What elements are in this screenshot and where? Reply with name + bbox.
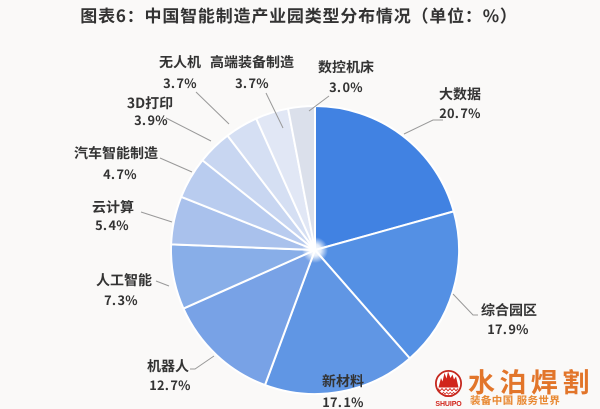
svg-text:装备中国 服务世界: 装备中国 服务世界 xyxy=(470,393,560,408)
svg-text:水泊焊割: 水泊焊割 xyxy=(468,361,594,400)
svg-text:SHUIPO: SHUIPO xyxy=(435,401,462,408)
